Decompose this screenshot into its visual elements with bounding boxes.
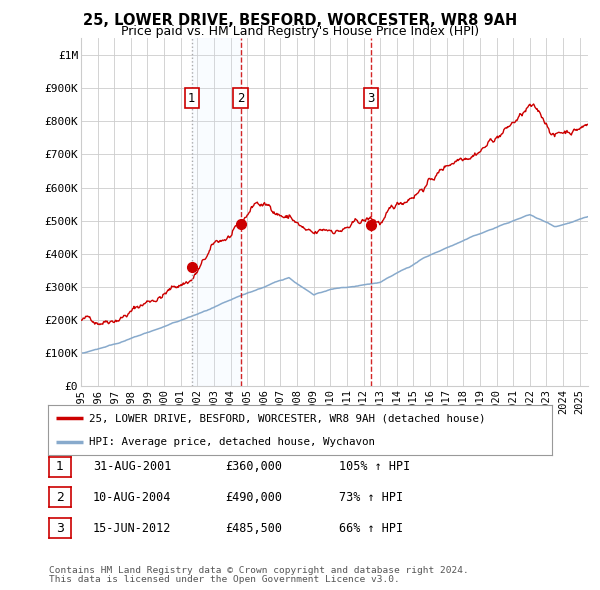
Text: 2: 2 <box>237 91 245 104</box>
Text: This data is licensed under the Open Government Licence v3.0.: This data is licensed under the Open Gov… <box>49 575 400 584</box>
Text: £360,000: £360,000 <box>225 460 282 473</box>
Text: 31-AUG-2001: 31-AUG-2001 <box>93 460 172 473</box>
Text: 25, LOWER DRIVE, BESFORD, WORCESTER, WR8 9AH: 25, LOWER DRIVE, BESFORD, WORCESTER, WR8… <box>83 13 517 28</box>
Text: 73% ↑ HPI: 73% ↑ HPI <box>339 491 403 504</box>
Text: HPI: Average price, detached house, Wychavon: HPI: Average price, detached house, Wych… <box>89 437 376 447</box>
Text: 105% ↑ HPI: 105% ↑ HPI <box>339 460 410 473</box>
Text: 25, LOWER DRIVE, BESFORD, WORCESTER, WR8 9AH (detached house): 25, LOWER DRIVE, BESFORD, WORCESTER, WR8… <box>89 414 486 424</box>
Text: 3: 3 <box>56 522 64 535</box>
Text: 1: 1 <box>188 91 196 104</box>
Bar <box>192 38 241 386</box>
Text: 1: 1 <box>56 460 64 473</box>
Text: 15-JUN-2012: 15-JUN-2012 <box>93 522 172 535</box>
Text: £485,500: £485,500 <box>225 522 282 535</box>
Text: 2: 2 <box>56 491 64 504</box>
Text: 66% ↑ HPI: 66% ↑ HPI <box>339 522 403 535</box>
Text: Contains HM Land Registry data © Crown copyright and database right 2024.: Contains HM Land Registry data © Crown c… <box>49 566 469 575</box>
Text: 3: 3 <box>368 91 375 104</box>
Text: £490,000: £490,000 <box>225 491 282 504</box>
Text: 10-AUG-2004: 10-AUG-2004 <box>93 491 172 504</box>
Text: Price paid vs. HM Land Registry's House Price Index (HPI): Price paid vs. HM Land Registry's House … <box>121 25 479 38</box>
